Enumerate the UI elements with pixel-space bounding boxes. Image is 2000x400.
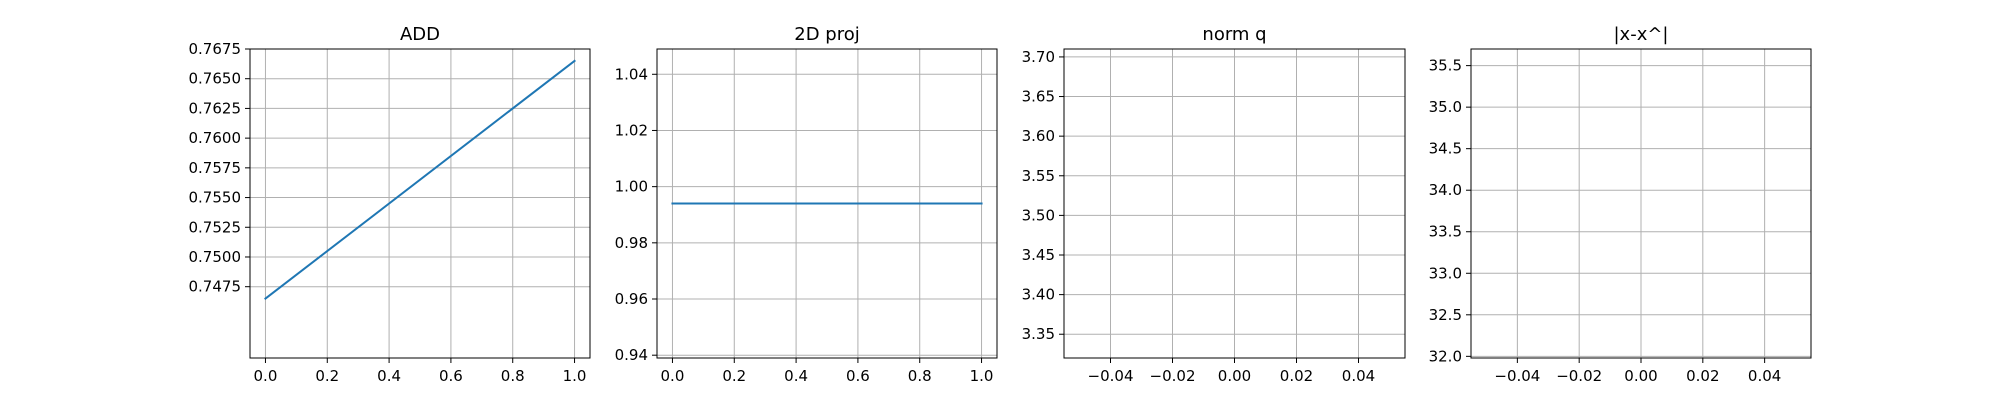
subplot-title: ADD — [400, 24, 440, 45]
x-tick-label: 0.04 — [1748, 367, 1781, 385]
x-tick-label: 1.0 — [563, 367, 587, 385]
y-tick-label: 35.5 — [1429, 57, 1462, 75]
y-tick-label: 0.7675 — [189, 40, 242, 58]
y-tick-label: 1.04 — [615, 65, 648, 83]
series-line — [264, 59, 576, 300]
y-tick-label: 3.40 — [1022, 286, 1055, 304]
x-tick-label: 0.0 — [254, 367, 278, 385]
y-tick-label: 35.0 — [1429, 98, 1462, 116]
y-tick-label: 0.7625 — [189, 99, 242, 117]
y-tick-label: 1.02 — [615, 121, 648, 139]
y-tick-label: 0.7600 — [189, 129, 242, 147]
y-tick-label: 33.5 — [1429, 223, 1462, 241]
y-tick-label: 34.0 — [1429, 181, 1462, 199]
x-tick-label: 0.4 — [377, 367, 401, 385]
y-tick-label: 0.98 — [615, 234, 648, 252]
x-tick-label: 0.0 — [661, 367, 685, 385]
subplot-3: −0.04 −0.02 0.00 0.02 0.04 3.35 3.40 3.45 3.50 3.… — [1022, 24, 1406, 385]
y-tick-label: 0.7650 — [189, 70, 242, 88]
x-tick-label: 1.0 — [970, 367, 994, 385]
x-tick-label: 0.8 — [501, 367, 525, 385]
y-tick-label: 0.7475 — [189, 278, 242, 296]
y-tick-label: 0.7550 — [189, 189, 242, 207]
axes-frame — [656, 48, 998, 359]
y-tick-label: 0.96 — [615, 290, 648, 308]
subplot-4: −0.04 −0.02 0.00 0.02 0.04 32.0 32.5 33.0 33.5 34… — [1429, 24, 1812, 385]
x-tick-label: −0.04 — [1494, 367, 1540, 385]
y-tick-label: 32.0 — [1429, 347, 1462, 365]
y-tick-label: 0.7500 — [189, 248, 242, 266]
x-tick-label: 0.00 — [1218, 367, 1251, 385]
x-tick-label: 0.6 — [846, 367, 870, 385]
x-tick-label: 0.02 — [1686, 367, 1719, 385]
x-tick-label: 0.00 — [1624, 367, 1657, 385]
y-tick-label: 1.00 — [615, 178, 648, 196]
x-tick-label: 0.8 — [908, 367, 932, 385]
subplot-title: |x-x^| — [1613, 24, 1668, 45]
y-tick-label: 32.5 — [1429, 306, 1462, 324]
y-tick-label: 0.7525 — [189, 218, 242, 236]
y-tick-label: 34.5 — [1429, 140, 1462, 158]
x-tick-label: 0.02 — [1280, 367, 1313, 385]
x-tick-label: 0.4 — [784, 367, 808, 385]
subplot-title: 2D proj — [794, 24, 859, 45]
subplot-2: 0.0 0.2 0.4 0.6 0.8 1.0 0.94 0.96 0.98 1.00 1.02 1.… — [615, 24, 998, 385]
x-tick-label: 0.04 — [1342, 367, 1375, 385]
x-tick-label: −0.02 — [1556, 367, 1602, 385]
subplot-title: norm q — [1202, 24, 1266, 45]
x-tick-label: 0.6 — [439, 367, 463, 385]
y-tick-label: 3.55 — [1022, 167, 1055, 185]
y-tick-label: 3.60 — [1022, 127, 1055, 145]
y-tick-label: 0.7575 — [189, 159, 242, 177]
x-tick-label: −0.04 — [1088, 367, 1134, 385]
y-tick-label: 33.0 — [1429, 264, 1462, 282]
subplot-1: 0.0 0.2 0.4 0.6 0.8 1.0 0.7475 0.7500 0.7525 0.75… — [189, 24, 591, 385]
axes-frame — [249, 48, 591, 359]
y-tick-label: 3.50 — [1022, 206, 1055, 224]
y-tick-label: 3.45 — [1022, 246, 1055, 264]
y-tick-label: 3.35 — [1022, 325, 1055, 343]
x-tick-label: 0.2 — [722, 367, 746, 385]
x-tick-label: 0.2 — [315, 367, 339, 385]
x-tick-label: −0.02 — [1150, 367, 1196, 385]
y-tick-label: 3.65 — [1022, 88, 1055, 106]
y-tick-label: 3.70 — [1022, 48, 1055, 66]
y-tick-label: 0.94 — [615, 346, 648, 364]
subplots: 0.0 0.2 0.4 0.6 0.8 1.0 0.7475 0.7500 0.7525 0.75… — [189, 24, 1812, 385]
